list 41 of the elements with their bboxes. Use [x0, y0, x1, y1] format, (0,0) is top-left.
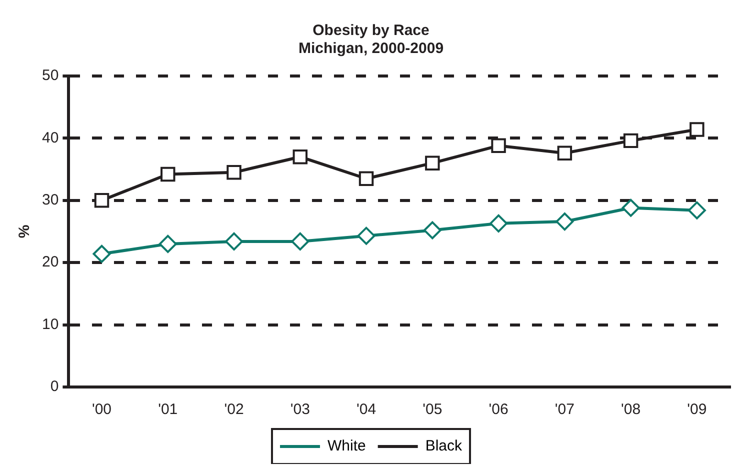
y-tick-label: 0 — [50, 378, 59, 396]
point — [226, 165, 242, 180]
y-axis-title: % — [16, 224, 34, 238]
y-tick-label: 20 — [42, 254, 59, 271]
y-tick-label: 40 — [42, 129, 59, 146]
chart-title: Obesity by Race — [312, 22, 430, 40]
point — [490, 214, 508, 232]
point — [423, 221, 442, 240]
chart-subtitle: Michigan, 2000-2009 — [298, 40, 444, 58]
x-tick-label: '08 — [621, 401, 641, 418]
point — [292, 149, 308, 164]
x-tick-label: '02 — [224, 401, 244, 418]
x-tick-label: '04 — [356, 401, 376, 418]
x-tick-label: '03 — [290, 401, 310, 418]
legend-label: White — [327, 438, 366, 455]
x-tick-label: '00 — [92, 401, 112, 418]
point — [623, 133, 638, 148]
point — [556, 212, 574, 231]
point — [291, 232, 310, 250]
y-tick-label: 30 — [42, 192, 59, 209]
y-tick-label: 10 — [42, 316, 59, 333]
x-tick-label: '05 — [422, 401, 442, 418]
point — [160, 166, 176, 182]
point — [622, 198, 640, 217]
point — [225, 232, 244, 250]
x-tick-label: '09 — [687, 401, 707, 418]
point — [358, 171, 374, 186]
point — [425, 156, 440, 170]
point — [688, 201, 706, 220]
point — [158, 234, 177, 253]
x-tick-label: '07 — [554, 401, 574, 418]
y-tick-label: 50 — [42, 67, 59, 84]
point — [557, 146, 572, 160]
point — [357, 226, 376, 245]
point — [94, 193, 110, 208]
point — [690, 122, 704, 137]
legend-label: Black — [425, 438, 463, 455]
point — [491, 138, 506, 154]
x-tick-label: '01 — [158, 401, 178, 418]
x-tick-label: '06 — [488, 401, 508, 418]
point — [92, 244, 111, 263]
